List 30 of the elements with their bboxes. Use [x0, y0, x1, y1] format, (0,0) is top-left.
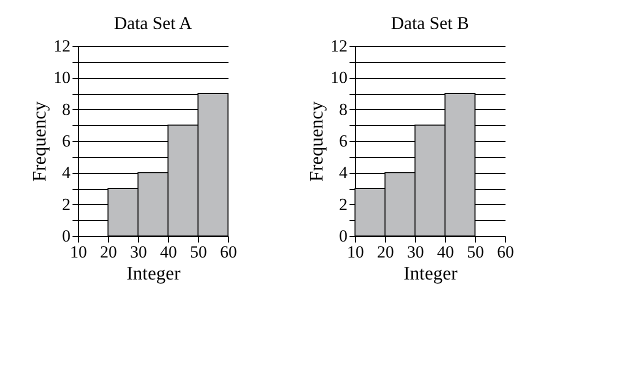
y-tick-label: 0: [62, 226, 70, 246]
x-tick-label: 20: [377, 242, 394, 262]
y-axis-title: Frequency: [306, 100, 328, 182]
x-tick-label: 30: [130, 242, 147, 262]
x-axis-title: Integer: [404, 264, 458, 284]
x-axis-title: Integer: [126, 264, 182, 284]
y-tick-label: 0: [339, 226, 348, 246]
y-tick-label: 12: [54, 36, 70, 56]
x-tick-label: 40: [437, 242, 454, 262]
y-tick-label: 2: [62, 194, 70, 214]
y-axis-title: Frequency: [30, 100, 50, 182]
x-tick-label: 30: [407, 242, 424, 262]
y-tick-label: 2: [339, 194, 348, 214]
y-tick-label: 4: [339, 163, 348, 182]
y-tick-label: 6: [339, 132, 348, 150]
y-tick-label: 6: [62, 132, 70, 150]
x-tick-label: 40: [160, 242, 177, 262]
x-tick-label: 60: [220, 242, 237, 262]
x-tick-label: 50: [467, 242, 484, 262]
y-tick-label: 8: [62, 100, 70, 119]
y-tick-label: 8: [339, 100, 348, 119]
x-tick-label: 50: [190, 242, 207, 262]
y-tick-label: 12: [330, 36, 348, 56]
chart-title: Data Set A: [114, 13, 192, 33]
chart-title: Data Set B: [391, 13, 469, 33]
y-tick-label: 10: [54, 68, 70, 88]
y-tick-label: 10: [330, 68, 348, 88]
y-tick-label: 4: [62, 163, 71, 182]
x-tick-label: 20: [100, 242, 117, 262]
x-tick-label: 60: [497, 242, 514, 262]
